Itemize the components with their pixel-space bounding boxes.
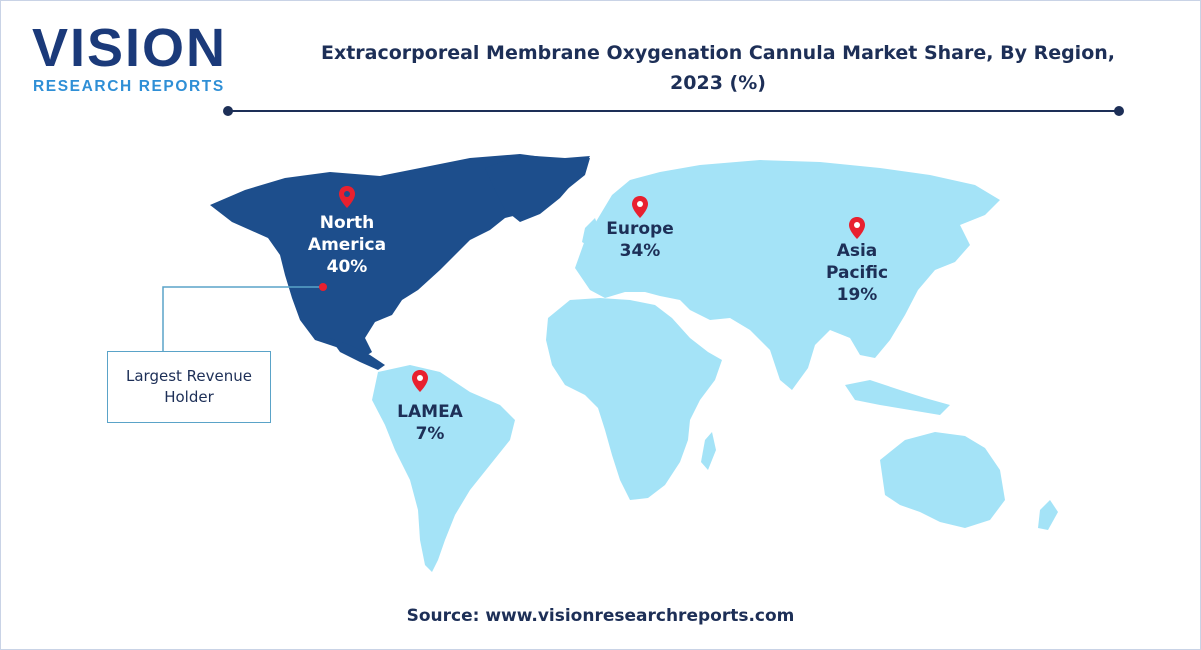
brand-logo-wordmark: VISION bbox=[32, 18, 228, 78]
region-name-line2: America bbox=[307, 235, 387, 255]
map-pin-north-america bbox=[339, 186, 355, 208]
chart-title-line2: 2023 (%) bbox=[670, 72, 766, 94]
region-australia-shape bbox=[880, 432, 1005, 528]
brand-logo-tagline: RESEARCH REPORTS bbox=[33, 78, 225, 95]
callout-anchor-dot bbox=[319, 283, 327, 291]
map-pin-asia-pacific bbox=[849, 217, 865, 239]
title-rule bbox=[229, 110, 1119, 112]
region-name-line1: North bbox=[319, 213, 375, 233]
region-share-value: 19% bbox=[836, 285, 878, 305]
region-share-value: 34% bbox=[619, 241, 661, 261]
region-central-america-shape bbox=[330, 338, 385, 370]
region-south-america-shape bbox=[372, 365, 515, 572]
region-eurasia-shape bbox=[575, 160, 1000, 390]
region-madagascar-shape bbox=[701, 432, 716, 470]
region-name-line2: Pacific bbox=[825, 263, 889, 283]
region-label-asia-pacific: Asia Pacific 19% bbox=[797, 240, 917, 306]
source-footer: Source: www.visionresearchreports.com bbox=[406, 606, 795, 626]
region-name-line1: Europe bbox=[606, 219, 674, 239]
region-greenland-shape bbox=[485, 155, 590, 222]
brand-logo: VISION RESEARCH REPORTS bbox=[32, 18, 227, 100]
title-rule-right-dot bbox=[1114, 106, 1124, 116]
region-name-line1: LAMEA bbox=[397, 402, 463, 422]
title-rule-left-dot bbox=[223, 106, 233, 116]
largest-revenue-callout: Largest Revenue Holder bbox=[107, 351, 271, 423]
map-pin-lamea bbox=[412, 370, 428, 392]
region-se-asia-islands-shape bbox=[845, 380, 950, 415]
chart-title: Extracorporeal Membrane Oxygenation Cann… bbox=[258, 38, 1178, 98]
chart-title-line1: Extracorporeal Membrane Oxygenation Cann… bbox=[320, 42, 1115, 64]
region-label-lamea: LAMEA 7% bbox=[370, 401, 490, 445]
region-new-zealand-shape bbox=[1038, 500, 1058, 530]
region-north-america-shape bbox=[210, 154, 590, 360]
map-pin-europe bbox=[632, 196, 648, 218]
callout-text: Largest Revenue Holder bbox=[126, 367, 252, 406]
region-uk-shape bbox=[582, 218, 600, 248]
region-africa-shape bbox=[546, 298, 722, 500]
region-name-line1: Asia bbox=[836, 241, 878, 261]
region-label-europe: Europe 34% bbox=[580, 218, 700, 262]
region-label-north-america: North America 40% bbox=[287, 212, 407, 278]
callout-leader-line bbox=[162, 286, 323, 351]
region-share-value: 7% bbox=[415, 424, 445, 444]
region-share-value: 40% bbox=[326, 257, 368, 277]
